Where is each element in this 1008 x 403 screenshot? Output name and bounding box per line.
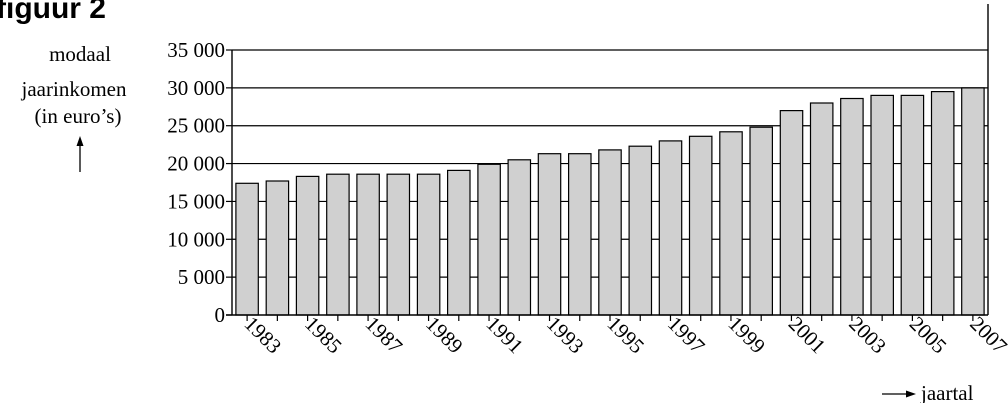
bar-2000 — [749, 126, 773, 316]
bars — [235, 87, 985, 316]
bar-2005 — [900, 94, 925, 316]
y-tick-label: 20 000 — [167, 152, 225, 176]
bar-2007 — [961, 87, 985, 316]
bar-1994 — [567, 153, 592, 316]
bar-1996 — [628, 145, 653, 316]
figure-label: figuur 2 — [0, 0, 106, 25]
y-tick-label: 25 000 — [167, 114, 225, 138]
bar-2001 — [779, 109, 804, 316]
bar-1997 — [658, 140, 683, 316]
x-tick-label: 2007 — [965, 312, 1008, 359]
bar-1999 — [719, 131, 743, 316]
bar-2003 — [840, 97, 864, 316]
y-tick-label: 15 000 — [167, 189, 225, 213]
bar-2002 — [809, 102, 834, 316]
y-tick-labels: 0 5 000 10 000 15 000 20 000 25 000 30 000 35 0… — [167, 38, 225, 327]
y-tick-label: 10 000 — [167, 227, 225, 251]
bar-1986 — [326, 173, 350, 316]
bar-1991 — [477, 163, 501, 316]
bar-1995 — [598, 149, 622, 316]
x-axis-arrow-icon — [882, 390, 916, 398]
bar-1983 — [235, 182, 259, 316]
bar-1993 — [537, 153, 562, 316]
bar-2006 — [930, 90, 955, 316]
y-axis-label-line-3: (in euro’s) — [35, 104, 122, 128]
y-axis-arrow-icon — [76, 136, 84, 172]
x-tick-labels: 1983 1985 1987 1989 1991 1993 1995 1997 1999 2001… — [240, 312, 1008, 359]
bar-1988 — [386, 173, 411, 316]
bar-1992 — [507, 159, 532, 316]
y-tick-label: 35 000 — [167, 38, 225, 62]
y-tick-label: 30 000 — [167, 76, 225, 100]
y-axis-label-line-1: modaal — [49, 42, 111, 66]
axes — [226, 4, 989, 321]
y-axis-label-line-2: jaarinkomen — [21, 77, 127, 101]
bar-1984 — [265, 180, 290, 316]
bar-1989 — [416, 173, 441, 316]
bar-1998 — [688, 135, 713, 316]
bar-2004 — [870, 94, 894, 316]
bar-1985 — [295, 175, 320, 316]
bar-1990 — [447, 169, 471, 316]
bar-1987 — [356, 173, 380, 316]
x-axis-label: jaartal — [920, 381, 974, 403]
y-tick-label: 5 000 — [178, 265, 225, 289]
y-tick-label: 0 — [215, 303, 226, 327]
